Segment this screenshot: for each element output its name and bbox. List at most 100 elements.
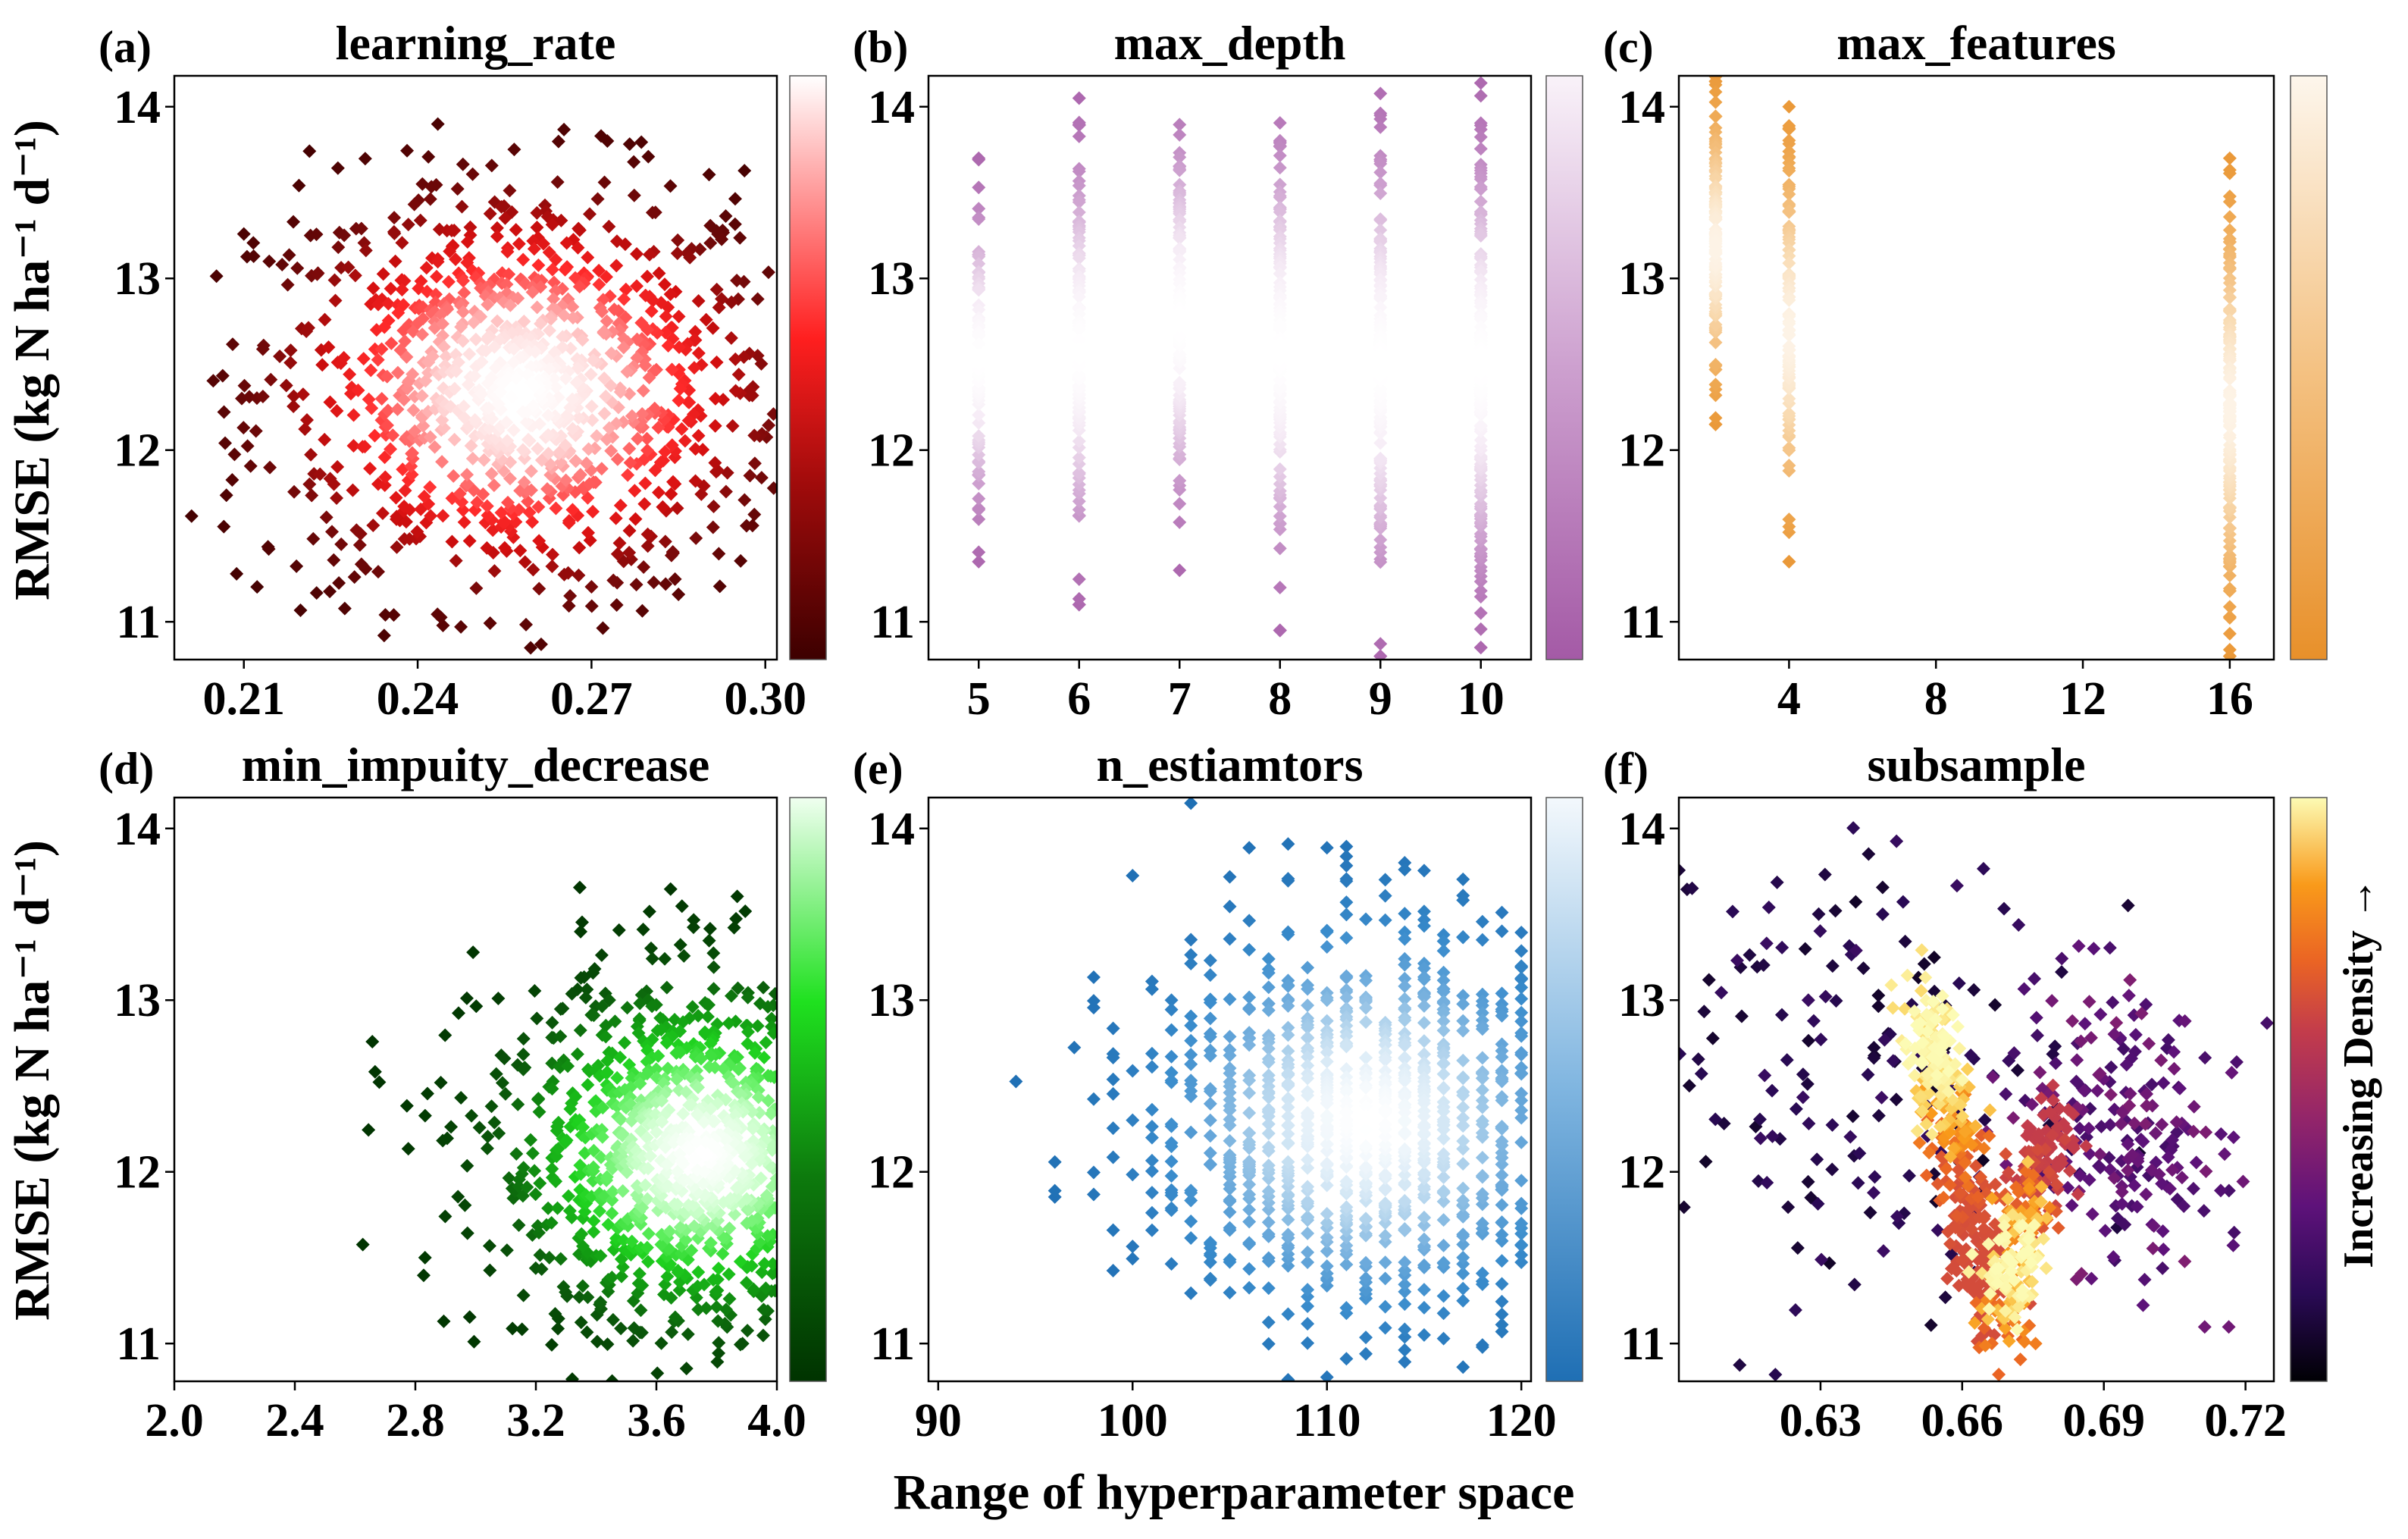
data-point [600,1337,615,1352]
data-point [2222,151,2237,165]
data-point [972,476,986,491]
data-point [559,1133,574,1148]
data-point [416,312,431,326]
data-point [1106,1072,1120,1086]
data-point [728,192,742,206]
data-point [627,155,641,169]
data-point [687,913,701,927]
data-point [645,999,659,1014]
x-tick-label: 16 [2206,673,2253,725]
x-tick-label: 6 [1067,673,1091,725]
data-point [1495,1215,1509,1230]
data-point [348,268,362,283]
data-point [638,476,653,491]
data-point [378,608,393,622]
data-point [1871,989,1886,1003]
data-point [719,208,733,223]
data-point [1320,1136,1334,1151]
data-point [2125,1148,2140,1162]
data-point [2033,1065,2047,1080]
data-point [734,553,748,568]
data-point [2075,1267,2089,1281]
data-point [358,440,372,454]
data-point [675,422,689,436]
data-point [691,346,706,360]
data-point [756,1302,771,1317]
data-point [542,245,556,259]
data-point [587,1214,601,1228]
data-point [1810,1152,1824,1167]
data-point [1495,1324,1509,1339]
data-point [1976,861,1990,876]
data-point [1164,1155,1179,1169]
data-point [1473,497,1488,511]
data-point [1456,997,1470,1011]
data-point [506,342,521,356]
data-point [1184,1193,1198,1208]
x-tick-label: 110 [1293,1395,1361,1447]
data-point [431,117,445,131]
data-point [1203,1113,1217,1127]
data-point [710,1355,725,1369]
data-point [764,1139,777,1153]
data-point [296,387,310,402]
data-point [1223,1148,1237,1162]
data-point [658,325,672,340]
data-point [1417,1232,1431,1246]
data-point [1320,1244,1334,1258]
data-point [460,1226,474,1240]
data-point [1173,163,1187,177]
data-point [679,1362,694,1376]
data-point [1760,1175,1774,1190]
data-point [1730,953,1744,967]
data-point [417,489,431,503]
data-point [1301,1020,1315,1035]
x-tick-label: 100 [1098,1395,1168,1447]
data-point [1998,1321,2012,1336]
data-point [2071,1187,2085,1202]
data-point [562,599,576,613]
data-point [1373,300,1388,315]
data-point [1802,1033,1816,1048]
data-point [1475,1083,1489,1097]
data-point [2222,643,2237,657]
data-point [400,143,415,158]
data-point [640,1130,654,1145]
data-point [390,540,404,554]
data-point [606,1184,620,1199]
data-point [1398,1176,1412,1190]
data-point [1919,1117,1934,1131]
data-point [318,312,332,327]
data-point [287,215,301,229]
data-point [290,261,305,275]
data-point [2022,1181,2037,1196]
data-point [1398,1002,1412,1017]
data-point [534,317,548,331]
data-point [2065,1198,2079,1212]
data-point [1962,1080,1976,1094]
data-point [654,1336,669,1350]
data-point [761,1068,775,1083]
data-point [1514,1086,1529,1101]
data-point [545,1082,559,1096]
data-point [240,439,255,453]
data-point [1733,1358,1747,1372]
data-point [1898,1001,1912,1016]
data-point [516,1047,531,1061]
data-point [545,1015,559,1030]
data-point [686,920,700,935]
data-point [2213,1183,2228,1198]
data-point [699,1301,713,1315]
data-point [1339,1174,1354,1189]
data-point [460,468,474,482]
data-point [1473,172,1488,186]
data-point [1876,1244,1890,1258]
data-point [377,450,392,465]
data-point [1126,1168,1140,1182]
data-point [706,520,720,534]
data-point [706,946,721,961]
data-point [1261,1042,1276,1056]
data-point [581,442,596,456]
data-point [1373,498,1388,512]
data-point [481,1130,495,1144]
